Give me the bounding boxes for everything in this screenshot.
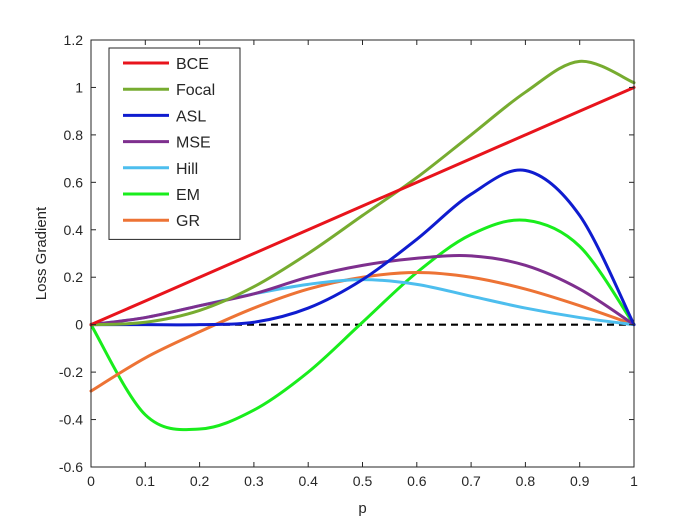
x-tick-label: 0.3 bbox=[244, 473, 264, 489]
x-tick-label: 0.5 bbox=[353, 473, 373, 489]
y-axis-label: Loss Gradient bbox=[33, 206, 50, 300]
legend-label-gr: GR bbox=[176, 213, 200, 230]
y-tick-label: 1 bbox=[75, 79, 83, 95]
legend: BCE Focal ASL MSE Hill EM GR bbox=[108, 47, 241, 240]
legend-label-mse: MSE bbox=[176, 135, 211, 152]
y-tick-label: 0.4 bbox=[64, 222, 84, 238]
y-tick-label: 0 bbox=[75, 317, 83, 333]
legend-label-em: EM bbox=[176, 187, 200, 204]
legend-label-asl: ASL bbox=[176, 108, 206, 125]
series-line-mse bbox=[89, 254, 636, 327]
x-tick-label: 0.6 bbox=[407, 473, 427, 489]
x-tick-label: 0.9 bbox=[570, 473, 590, 489]
legend-label-hill: Hill bbox=[176, 161, 198, 178]
series-line-gr bbox=[89, 270, 636, 393]
y-tick-label: -0.6 bbox=[59, 459, 83, 475]
x-tick-label: 0.8 bbox=[516, 473, 536, 489]
legend-label-bce: BCE bbox=[176, 56, 209, 73]
x-tick-label: 1 bbox=[630, 473, 638, 489]
y-tick-label: 0.8 bbox=[64, 127, 84, 143]
axis-ticks: 0 0.1 0.2 0.3 0.4 0.5 0.6 0.7 0.8 0.9 1 -0.6 -0.4 -0.… bbox=[59, 32, 638, 489]
plot-curves bbox=[89, 59, 636, 432]
y-tick-label: 1.2 bbox=[64, 32, 84, 48]
x-tick-label: 0.7 bbox=[461, 473, 481, 489]
x-tick-label: 0.2 bbox=[190, 473, 210, 489]
x-tick-label: 0.1 bbox=[136, 473, 156, 489]
y-tick-label: 0.6 bbox=[64, 174, 84, 190]
legend-box bbox=[108, 47, 241, 240]
x-tick-label: 0 bbox=[87, 473, 95, 489]
y-tick-label: -0.2 bbox=[59, 364, 83, 380]
y-tick-label: 0.2 bbox=[64, 269, 84, 285]
legend-label-focal: Focal bbox=[176, 82, 215, 99]
x-tick-label: 0.4 bbox=[298, 473, 318, 489]
y-tick-label: -0.4 bbox=[59, 412, 83, 428]
series-line-asl bbox=[89, 168, 636, 327]
x-axis-label: p bbox=[358, 500, 366, 517]
series-line-em bbox=[89, 218, 636, 432]
series-line-focal bbox=[89, 59, 636, 327]
series-line-bce bbox=[89, 85, 636, 327]
